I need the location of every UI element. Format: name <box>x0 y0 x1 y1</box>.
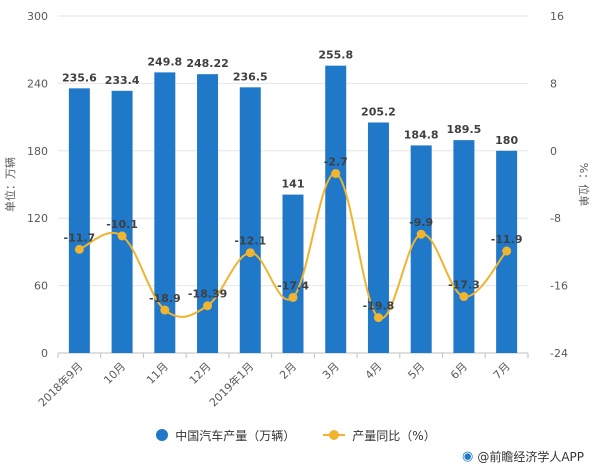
line-point <box>245 248 255 258</box>
x-tick-label: 2月 <box>277 360 299 382</box>
y2-tick-label: -16 <box>550 280 568 293</box>
y2-tick-label: -8 <box>550 212 561 225</box>
line-data-label: -11.9 <box>491 233 523 246</box>
bar-data-label: 141 <box>282 178 305 191</box>
y-tick-label: 240 <box>27 77 48 90</box>
line-point <box>117 231 127 241</box>
source-credit: ◉ @前瞻经济学人APP <box>462 448 584 465</box>
bar-data-label: 189.5 <box>447 123 482 136</box>
bar <box>154 72 176 354</box>
line-data-label: -19.8 <box>363 300 395 313</box>
line-data-label: -11.7 <box>64 231 96 244</box>
y-tick-label: 60 <box>34 280 48 293</box>
x-tick-label: 4月 <box>363 360 385 382</box>
bar-data-label: 248.22 <box>186 57 228 70</box>
line-data-label: -9.9 <box>409 216 433 229</box>
line-data-label: -18.39 <box>188 288 227 301</box>
line-data-label: -10.1 <box>106 218 138 231</box>
line-point <box>416 229 426 239</box>
y2-tick-label: -24 <box>550 347 568 360</box>
line-data-label: -2.7 <box>324 156 348 169</box>
bar-data-label: 233.4 <box>105 74 140 87</box>
bar <box>68 88 90 354</box>
line-point <box>160 305 170 315</box>
x-tick-label: 10月 <box>101 360 128 387</box>
bar <box>239 87 261 353</box>
y2-tick-label: 16 <box>550 10 564 23</box>
y2-axis-title: %：位单 <box>577 163 591 206</box>
legend-item-bar[interactable]: 中国汽车产量（万辆） <box>156 427 295 444</box>
x-tick-label: 5月 <box>405 360 427 382</box>
legend-bar-marker <box>156 429 169 441</box>
legend-line-label: 产量同比（%） <box>352 428 436 443</box>
y-tick-label: 300 <box>27 10 48 23</box>
line-point <box>459 292 469 302</box>
bar-data-label: 235.6 <box>62 71 97 84</box>
legend: 中国汽车产量（万辆） 产量同比（%） <box>0 426 592 444</box>
line-data-label: -12.1 <box>234 235 266 248</box>
x-tick-label: 6月 <box>448 360 470 382</box>
x-tick-label: 11月 <box>144 360 171 387</box>
y2-tick-label: 8 <box>550 77 557 90</box>
bar <box>410 145 432 353</box>
legend-item-line[interactable]: 产量同比（%） <box>323 427 436 444</box>
x-tick-label: 2019年1月 <box>206 359 256 409</box>
line-data-label: -17.4 <box>277 279 309 292</box>
bar-data-label: 255.8 <box>318 49 353 62</box>
bar-data-label: 236.5 <box>233 70 268 83</box>
bar <box>367 122 389 353</box>
x-tick-label: 3月 <box>320 360 342 382</box>
y-tick-label: 180 <box>27 145 48 158</box>
bar <box>325 65 347 353</box>
y2-tick-label: 0 <box>550 145 557 158</box>
y-tick-label: 120 <box>27 212 48 225</box>
legend-bar-label: 中国汽车产量（万辆） <box>175 428 296 443</box>
line-point <box>203 301 213 311</box>
y-tick-label: 0 <box>41 347 48 360</box>
line-point <box>373 313 383 323</box>
legend-line-marker <box>323 429 346 441</box>
bar-data-label: 205.2 <box>361 105 396 118</box>
bar <box>282 194 304 353</box>
x-tick-label: 2018年9月 <box>35 359 85 409</box>
bar-data-label: 249.8 <box>147 55 182 68</box>
bar <box>197 74 219 353</box>
line-point <box>288 292 298 302</box>
y-axis-title: 单位：万辆 <box>3 157 17 212</box>
line-point <box>74 244 84 254</box>
line-data-label: -17.3 <box>448 279 480 292</box>
line-data-label: -18.9 <box>149 292 181 305</box>
x-tick-label: 7月 <box>491 360 513 382</box>
bar <box>453 140 475 353</box>
weibo-icon: ◉ <box>461 449 474 464</box>
x-tick-label: 12月 <box>187 360 214 387</box>
line-point <box>331 169 341 179</box>
line-point <box>502 246 512 256</box>
bar-data-label: 184.8 <box>404 128 439 141</box>
bar-data-label: 180 <box>495 134 518 147</box>
bar <box>111 90 133 354</box>
source-text: @前瞻经济学人APP <box>477 450 584 464</box>
